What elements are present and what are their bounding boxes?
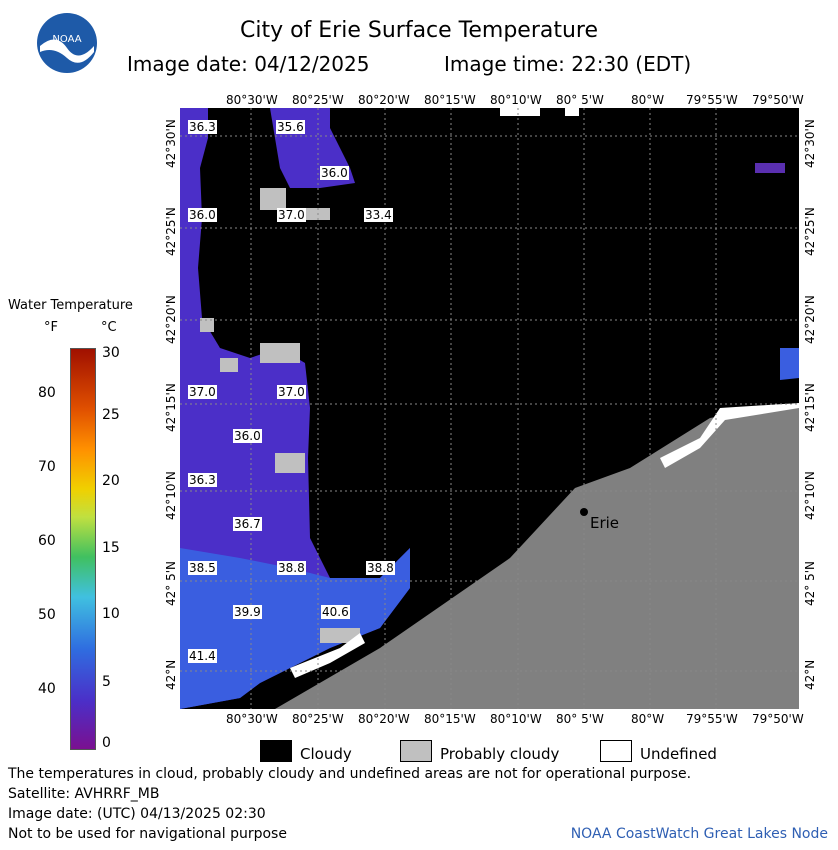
lon-tick: 79°55'W	[686, 93, 738, 107]
temp-label: 35.6	[276, 120, 305, 134]
noaa-logo: NOAA	[36, 12, 98, 74]
city-label: Erie	[590, 514, 620, 532]
lat-tick: 42°30'N	[803, 119, 817, 168]
land-area	[275, 403, 799, 709]
lon-tick: 79°50'W	[752, 712, 804, 726]
lon-tick: 80°10'W	[490, 712, 542, 726]
credit: NOAA CoastWatch Great Lakes Node	[570, 826, 828, 842]
probably-cloudy-patch	[220, 358, 238, 372]
temp-label: 37.0	[277, 208, 306, 222]
temp-label: 36.3	[188, 473, 217, 487]
temp-label: 38.8	[366, 561, 395, 575]
f-tick: 60	[38, 533, 56, 549]
color-bar	[70, 348, 96, 750]
temp-label: 33.4	[364, 208, 393, 222]
undefined-swatch	[600, 740, 632, 762]
unit-f: °F	[44, 320, 58, 335]
c-tick: 25	[102, 407, 120, 423]
temp-label: 41.4	[188, 649, 217, 663]
lon-tick: 80°30'W	[226, 93, 278, 107]
lon-tick: 80°25'W	[292, 712, 344, 726]
c-tick: 5	[102, 674, 111, 690]
lat-tick: 42° 5'N	[803, 561, 817, 606]
probably-cloudy-patch	[320, 628, 360, 643]
unit-c: °C	[101, 320, 117, 335]
temp-label: 36.0	[320, 166, 349, 180]
undefined-patch	[290, 633, 365, 678]
image-time: Image time: 22:30 (EDT)	[444, 52, 692, 76]
cloudy-label: Cloudy	[300, 745, 352, 763]
image-date: Image date: 04/12/2025	[127, 52, 370, 76]
lon-tick: 80°W	[631, 712, 665, 726]
lat-tick: 42°25'N	[164, 207, 178, 256]
footer-satellite: Satellite: AVHRRF_MB	[8, 786, 160, 802]
temp-label: 37.0	[277, 385, 306, 399]
temp-label: 38.5	[188, 561, 217, 575]
map-svg	[180, 108, 799, 709]
undefined-patch	[500, 108, 540, 116]
lon-tick: 79°55'W	[686, 712, 738, 726]
lat-tick: 42°10'N	[803, 471, 817, 520]
f-tick: 40	[38, 681, 56, 697]
lon-tick: 80°30'W	[226, 712, 278, 726]
probably-cloudy-label: Probably cloudy	[440, 745, 560, 763]
probably-cloudy-patch	[200, 318, 214, 332]
lon-tick: 79°50'W	[752, 93, 804, 107]
lat-tick: 42°30'N	[164, 119, 178, 168]
lat-tick: 42°N	[803, 659, 817, 690]
page-title: City of Erie Surface Temperature	[239, 18, 599, 43]
water-warm	[180, 548, 410, 709]
footer-nav-warning: Not to be used for navigational purpose	[8, 826, 287, 842]
f-tick: 80	[38, 385, 56, 401]
f-tick: 50	[38, 607, 56, 623]
footer-utc-date: Image date: (UTC) 04/13/2025 02:30	[8, 806, 266, 822]
erie-marker	[580, 508, 588, 516]
probably-cloudy-patch	[260, 343, 300, 363]
lon-tick: 80°20'W	[358, 93, 410, 107]
lat-tick: 42°N	[164, 659, 178, 690]
temp-label: 36.3	[188, 120, 217, 134]
lon-tick: 80° 5'W	[556, 712, 604, 726]
probably-cloudy-swatch	[400, 740, 432, 762]
water-east-strip	[780, 348, 799, 380]
lon-tick: 80° 5'W	[556, 93, 604, 107]
probably-cloudy-patch	[275, 453, 305, 473]
water-ne-strip	[755, 163, 785, 173]
footer-note: The temperatures in cloud, probably clou…	[8, 766, 692, 782]
temp-label: 37.0	[188, 385, 217, 399]
lat-tick: 42° 5'N	[164, 561, 178, 606]
c-tick: 15	[102, 540, 120, 556]
lon-tick: 80°15'W	[424, 93, 476, 107]
temp-label: 38.8	[277, 561, 306, 575]
undefined-label: Undefined	[640, 745, 717, 763]
lat-tick: 42°20'N	[164, 295, 178, 344]
undefined-patch	[660, 403, 799, 468]
lat-tick: 42°25'N	[803, 207, 817, 256]
lon-tick: 80°20'W	[358, 712, 410, 726]
logo-text: NOAA	[52, 34, 81, 45]
lat-tick: 42°10'N	[164, 471, 178, 520]
f-tick: 70	[38, 459, 56, 475]
probably-cloudy-patch	[260, 188, 286, 210]
lat-tick: 42°20'N	[803, 295, 817, 344]
lon-tick: 80°W	[631, 93, 665, 107]
temp-label: 40.6	[321, 605, 350, 619]
temp-label: 36.7	[233, 517, 262, 531]
temp-label: 36.0	[233, 429, 262, 443]
lon-tick: 80°10'W	[490, 93, 542, 107]
undefined-patch	[565, 108, 579, 116]
cloudy-swatch	[260, 740, 292, 762]
temp-label: 39.9	[233, 605, 262, 619]
lat-tick: 42°15'N	[164, 383, 178, 432]
lon-tick: 80°25'W	[292, 93, 344, 107]
lon-tick: 80°15'W	[424, 712, 476, 726]
c-tick: 30	[102, 345, 120, 361]
lat-tick: 42°15'N	[803, 383, 817, 432]
c-tick: 10	[102, 606, 120, 622]
temperature-map: 36.3 35.6 36.0 36.0 37.0 33.4 37.0 37.0 …	[180, 108, 799, 709]
c-tick: 0	[102, 735, 111, 751]
c-tick: 20	[102, 473, 120, 489]
temp-label: 36.0	[188, 208, 217, 222]
legend-title: Water Temperature	[8, 298, 133, 313]
